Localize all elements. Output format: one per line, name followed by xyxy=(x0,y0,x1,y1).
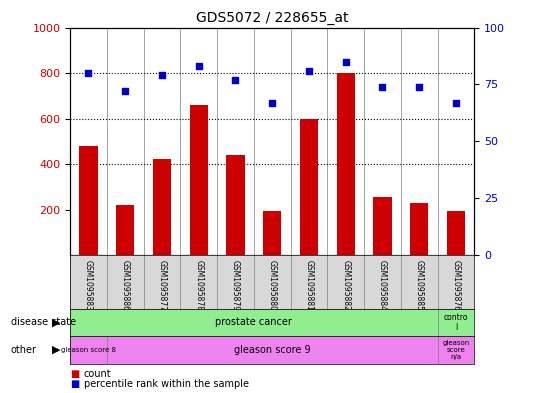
Point xyxy=(195,63,203,70)
Text: ■: ■ xyxy=(70,369,79,379)
Title: GDS5072 / 228655_at: GDS5072 / 228655_at xyxy=(196,11,348,25)
Bar xyxy=(70,336,107,364)
Point xyxy=(121,88,129,94)
Text: gleason
score
n/a: gleason score n/a xyxy=(443,340,469,360)
Point xyxy=(452,99,460,106)
Point xyxy=(231,77,240,83)
Bar xyxy=(438,309,474,336)
Point xyxy=(378,84,387,90)
Bar xyxy=(79,146,98,255)
Bar xyxy=(190,105,208,255)
Point xyxy=(415,84,424,90)
Bar xyxy=(410,203,429,255)
Text: contro
l: contro l xyxy=(444,312,468,332)
Bar xyxy=(263,211,281,255)
Bar xyxy=(153,159,171,255)
Text: gleason score 8: gleason score 8 xyxy=(61,347,116,353)
Text: ■: ■ xyxy=(70,379,79,389)
Bar xyxy=(107,336,438,364)
Text: GSM1095878: GSM1095878 xyxy=(194,260,203,311)
Point xyxy=(305,68,313,74)
Text: gleason score 9: gleason score 9 xyxy=(234,345,310,355)
Text: prostate cancer: prostate cancer xyxy=(216,317,292,327)
Point xyxy=(268,99,277,106)
Text: GSM1095886: GSM1095886 xyxy=(121,260,130,311)
Bar xyxy=(373,197,392,255)
Text: count: count xyxy=(84,369,111,379)
Bar xyxy=(336,73,355,255)
Text: GSM1095882: GSM1095882 xyxy=(341,260,350,310)
Text: GSM1095876: GSM1095876 xyxy=(452,260,460,311)
Text: GSM1095884: GSM1095884 xyxy=(378,260,387,311)
Text: ▶: ▶ xyxy=(52,317,61,327)
Text: GSM1095885: GSM1095885 xyxy=(414,260,424,311)
Text: disease state: disease state xyxy=(11,317,76,327)
Point xyxy=(341,59,350,65)
Text: GSM1095879: GSM1095879 xyxy=(231,260,240,311)
Bar xyxy=(447,211,465,255)
Text: GSM1095880: GSM1095880 xyxy=(268,260,277,311)
Bar xyxy=(116,205,134,255)
Text: GSM1095881: GSM1095881 xyxy=(305,260,314,310)
Text: percentile rank within the sample: percentile rank within the sample xyxy=(84,379,248,389)
Text: ▶: ▶ xyxy=(52,345,61,355)
Bar xyxy=(438,336,474,364)
Bar xyxy=(226,155,245,255)
Point xyxy=(84,70,93,76)
Point xyxy=(157,72,166,79)
Text: other: other xyxy=(11,345,37,355)
Text: GSM1095877: GSM1095877 xyxy=(157,260,167,311)
Text: GSM1095883: GSM1095883 xyxy=(84,260,93,311)
Bar xyxy=(300,119,318,255)
